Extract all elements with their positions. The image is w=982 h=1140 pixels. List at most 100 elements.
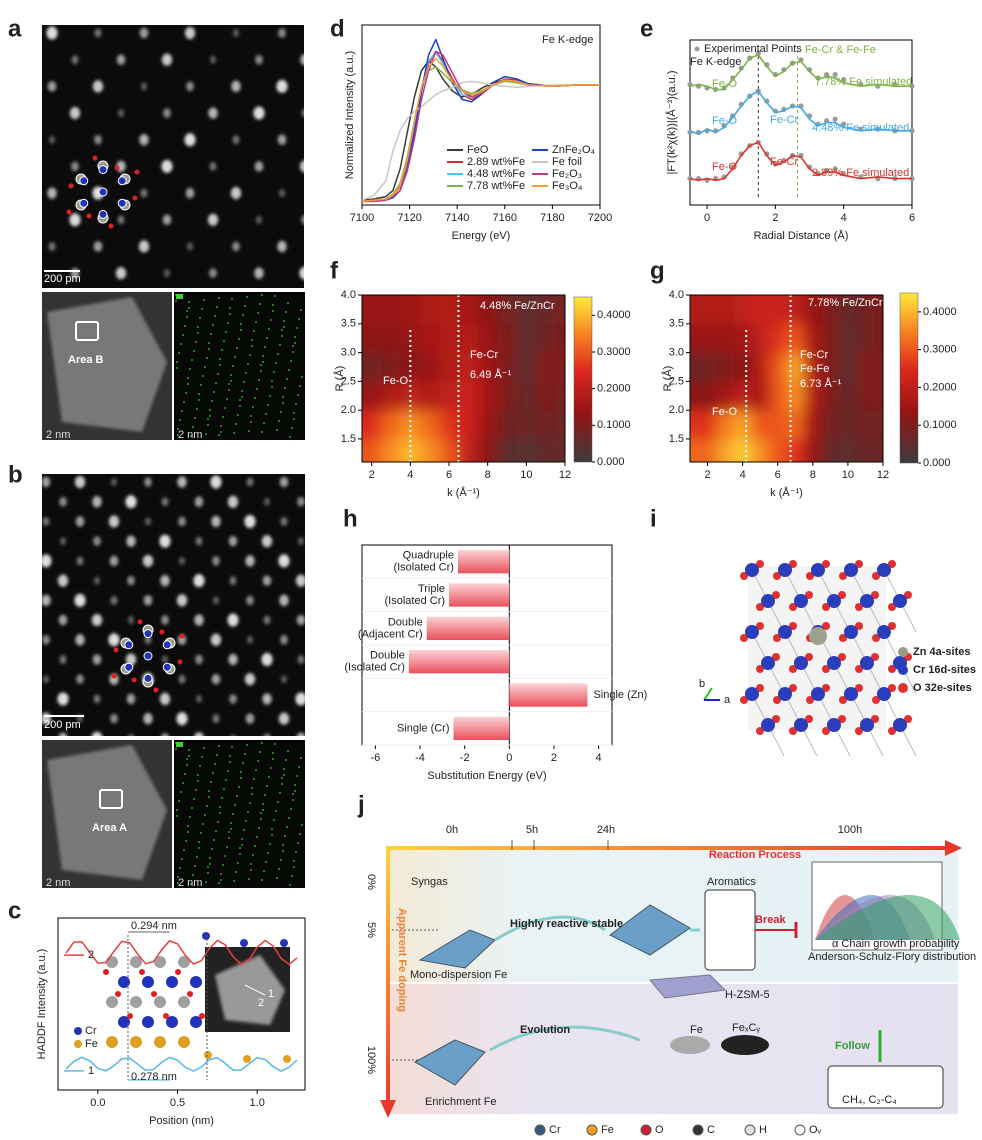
atom-column <box>314 674 322 684</box>
atom-column <box>111 478 117 486</box>
legend-label: ZnFe₂O₄ <box>552 144 596 156</box>
series-label: 2 <box>88 949 94 961</box>
eds-dot <box>289 436 291 438</box>
eds-dot <box>231 746 233 748</box>
atom-column <box>194 496 204 508</box>
eds-dot <box>241 844 243 846</box>
y-tick-label: 4.0 <box>341 289 356 301</box>
eds-dot <box>244 753 246 755</box>
atom-cr <box>143 651 153 661</box>
atom-column <box>231 80 241 93</box>
atom-column <box>59 496 67 507</box>
eds-dot <box>293 866 295 868</box>
atom-zn <box>178 1036 190 1048</box>
peak-label: Fe-O <box>712 161 738 173</box>
heat-cell <box>874 381 883 411</box>
heat-cell <box>420 352 440 382</box>
atom-column <box>42 517 50 526</box>
atom-zn <box>106 996 118 1008</box>
atom-zn <box>178 956 190 968</box>
atom-o <box>872 696 880 704</box>
heat-cell <box>420 410 440 440</box>
atom-column <box>246 477 254 487</box>
atom-column <box>118 109 124 118</box>
eds-dot <box>198 399 200 401</box>
eds-dot <box>237 414 239 416</box>
atom-column <box>179 556 185 565</box>
fe-particle <box>670 1036 710 1054</box>
atom-column <box>297 655 305 664</box>
heat-cell <box>400 352 421 382</box>
atom-cr <box>117 176 127 186</box>
atom-column <box>92 496 102 508</box>
eds-dot <box>239 847 241 849</box>
colorbar-label: 0.1000 <box>923 419 957 431</box>
atom-column <box>1 134 11 146</box>
plot-frame <box>361 24 601 206</box>
atom-column <box>23 653 34 666</box>
eds-dot <box>208 348 210 350</box>
legend-marker <box>74 1040 82 1048</box>
atom-column <box>74 593 86 607</box>
eds-dot <box>224 855 226 857</box>
eds-dot <box>229 755 231 757</box>
doping-label: 5% <box>365 922 377 938</box>
eds-dot <box>229 761 231 763</box>
atom-column <box>24 693 33 704</box>
eds-dot <box>282 844 284 846</box>
x-tick-label: 1.0 <box>250 1097 265 1109</box>
heat-cell <box>478 381 498 411</box>
y-tick-label: 3.0 <box>341 346 356 358</box>
legend-label: FeO <box>467 144 489 156</box>
atom-column <box>127 575 135 586</box>
eds-dot <box>188 749 190 751</box>
axis-b <box>703 687 713 701</box>
eds-dot <box>218 434 220 436</box>
heat-cell <box>536 295 556 325</box>
atom-column <box>301 1 309 11</box>
atom-column <box>127 457 136 468</box>
eds-dot <box>176 815 178 817</box>
eds-dot <box>280 411 282 413</box>
eds-dot <box>295 851 297 853</box>
atom-o <box>127 1013 133 1019</box>
eds-dot <box>259 751 261 753</box>
atom-cr <box>827 594 841 608</box>
heat-cell <box>716 323 735 354</box>
atom-column <box>276 79 288 93</box>
atom-o <box>789 560 797 568</box>
eds-dot <box>261 431 263 433</box>
atom-cr <box>162 640 172 650</box>
eds-dot <box>230 822 232 824</box>
panel-label: b <box>8 461 23 488</box>
category-line: Single (Cr) <box>397 722 450 734</box>
y-tick-label: 3.5 <box>669 318 684 330</box>
atom-column <box>244 673 256 686</box>
eds-dot <box>225 331 227 333</box>
atom-cr <box>794 594 808 608</box>
eds-dot <box>280 859 282 861</box>
atom-column <box>6 515 17 528</box>
atom-column <box>278 554 290 568</box>
atom-column <box>109 555 119 567</box>
eds-dot <box>226 846 228 848</box>
atom-cr <box>893 718 907 732</box>
atom-column <box>331 536 339 546</box>
y-tick-label: 1.5 <box>669 433 684 445</box>
eds-dot <box>213 391 215 393</box>
atom-column <box>108 515 120 528</box>
annotation: Fe K-edge <box>690 56 741 68</box>
atom-o <box>756 622 764 630</box>
scheme-label: Aromatics <box>707 876 756 888</box>
eds-dot <box>243 829 245 831</box>
atom-column <box>8 595 16 605</box>
heat-cell <box>733 381 752 411</box>
eds-dot <box>177 876 179 878</box>
heat-cell <box>690 410 717 440</box>
atom-column <box>144 477 152 487</box>
structure-bg <box>748 566 886 730</box>
eds-dot <box>197 774 199 776</box>
y-tick-label: 2.5 <box>669 375 684 387</box>
eds-dot <box>296 775 298 777</box>
xanes-line <box>361 57 600 203</box>
